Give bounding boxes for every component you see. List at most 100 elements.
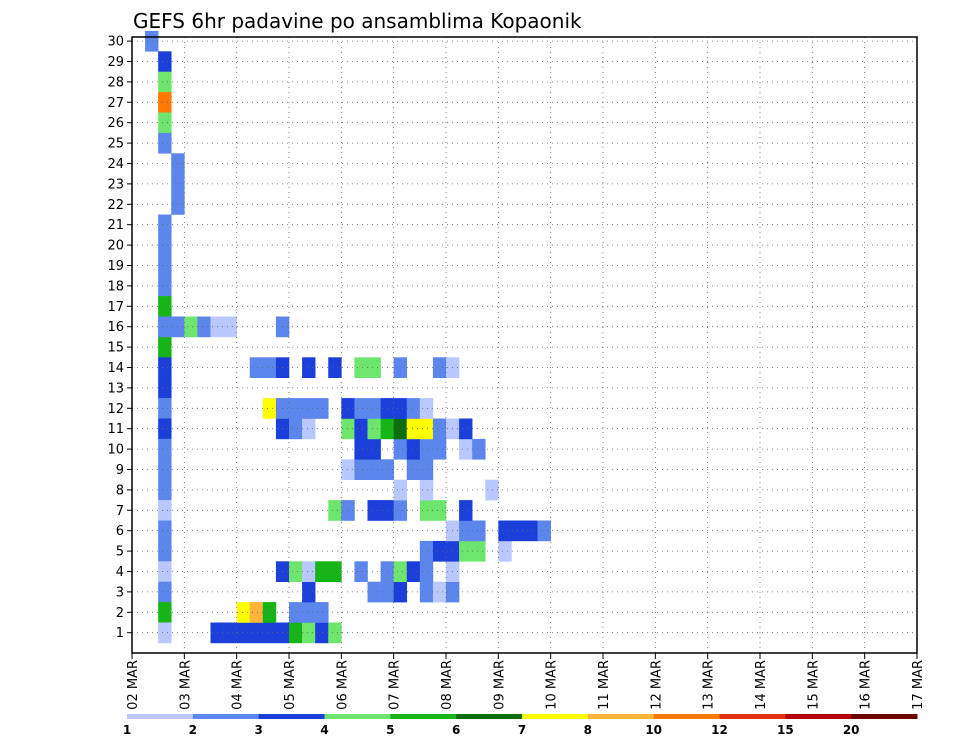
heatmap-cell (289, 602, 303, 623)
y-tick-label: 10 (107, 443, 124, 458)
heatmap-cell (511, 520, 525, 542)
y-tick-label: 22 (107, 198, 124, 213)
y-tick-label: 29 (107, 55, 124, 70)
legend-swatch (785, 714, 852, 719)
heatmap-cell (289, 398, 303, 419)
heatmap-cell (367, 357, 381, 378)
x-tick-label: 16 MAR (859, 660, 874, 710)
legend-swatch (587, 714, 655, 719)
x-tick-label: 03 MAR (178, 660, 193, 710)
heatmap-cell (341, 459, 355, 480)
heatmap-cell (393, 438, 408, 460)
legend-swatch (653, 714, 720, 719)
x-tick-label: 15 MAR (806, 660, 821, 710)
heatmap-cell (459, 520, 473, 542)
heatmap-cell (236, 602, 251, 623)
heatmap-cell (419, 561, 434, 582)
heatmap-cell (158, 622, 172, 644)
heatmap-cell (354, 561, 368, 582)
heatmap-cell (158, 581, 172, 603)
heatmap-cell (302, 581, 316, 603)
heatmap-cell (367, 438, 381, 460)
heatmap-cell (315, 622, 329, 644)
heatmap-cell (158, 561, 172, 582)
heatmap-cell (472, 540, 486, 562)
heatmap-cell (432, 357, 447, 378)
heatmap-cell (289, 622, 303, 644)
heatmap-cell (406, 459, 421, 480)
heatmap-cell (158, 377, 172, 399)
x-tick-label: 13 MAR (702, 660, 717, 710)
legend-swatch (127, 714, 194, 719)
y-tick-label: 5 (116, 545, 124, 560)
y-tick-label: 9 (116, 463, 124, 478)
heatmap-cell (432, 438, 447, 460)
heatmap-cell (367, 581, 381, 603)
legend-swatch (324, 714, 391, 719)
heatmap-cell (158, 234, 172, 256)
heatmap-cell (158, 112, 172, 134)
heatmap-cell (432, 500, 447, 521)
heatmap-cell (158, 540, 172, 562)
heatmap-cell (419, 418, 434, 440)
heatmap-cell (262, 398, 277, 419)
x-tick-label: 06 MAR (335, 660, 350, 710)
y-tick-label: 20 (107, 239, 124, 254)
legend-swatch (522, 714, 589, 719)
heatmap-cell (419, 438, 434, 460)
heatmap-cell (315, 602, 329, 623)
heatmap-cell (419, 479, 434, 501)
y-tick-label: 7 (116, 504, 124, 519)
x-tick-label: 09 MAR (492, 660, 507, 710)
heatmap-cell (419, 500, 434, 521)
heatmap-cell (419, 581, 434, 603)
heatmap-cell (524, 520, 538, 542)
x-axis: 02 MAR 03 MAR 04 MAR 05 MAR 06 MAR 07 MAR 08 M… (126, 653, 926, 710)
heatmap-cell (354, 398, 368, 419)
heatmap-cell (315, 398, 329, 419)
x-tick-label: 11 MAR (597, 660, 612, 710)
heatmap-cell (158, 438, 172, 460)
x-tick-label: 17 MAR (911, 660, 926, 710)
legend-swatch (456, 714, 523, 719)
heatmap-cell (302, 561, 316, 582)
legend-swatch (719, 714, 786, 719)
heatmap-cell (341, 398, 355, 419)
heatmap-cell (223, 316, 237, 338)
heatmap-cell (354, 357, 368, 378)
heatmap-cell (485, 479, 499, 501)
heatmap-cell (354, 438, 368, 460)
heatmap-cell (289, 418, 303, 440)
heatmap-cell (158, 132, 172, 154)
heatmap-cell (289, 561, 303, 582)
y-tick-label: 18 (107, 279, 124, 294)
plot-frame (131, 36, 918, 654)
legend-tick-label: 6 (452, 723, 460, 737)
y-tick-label: 28 (107, 75, 124, 90)
heatmap-cell (249, 357, 264, 378)
heatmap-cell (328, 357, 342, 378)
heatmap-cell (419, 398, 434, 419)
heatmap-cell (459, 418, 473, 440)
heatmap-cell (158, 92, 172, 113)
heatmap-cell (302, 357, 316, 378)
y-tick-label: 13 (107, 381, 124, 396)
heatmap-cell (341, 500, 355, 521)
heatmap-cell (158, 71, 172, 93)
legend-tick-label: 1 (123, 723, 131, 737)
x-tick-label: 08 MAR (440, 660, 455, 710)
y-tick-label: 4 (116, 565, 124, 580)
heatmap-cell (158, 479, 172, 501)
heatmap-cell (158, 336, 172, 358)
x-tick-label: 07 MAR (388, 660, 403, 710)
y-tick-label: 3 (116, 585, 124, 600)
heatmap-cell (262, 602, 277, 623)
y-tick-label: 24 (107, 157, 124, 172)
x-tick-label: 04 MAR (231, 660, 246, 710)
heatmap-cell (158, 418, 172, 440)
x-tick-label: 14 MAR (754, 660, 769, 710)
heatmap-cell (393, 581, 408, 603)
x-tick-label: 12 MAR (649, 660, 664, 710)
heatmap-cell (367, 398, 381, 419)
